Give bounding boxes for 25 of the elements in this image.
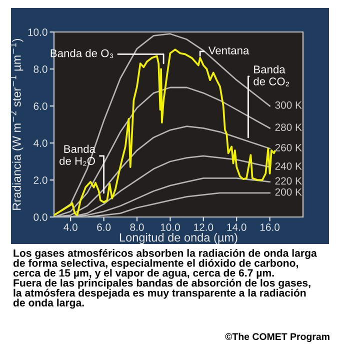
y-axis-title: Rradiancia (W m$^{−2}$ ster$^{−1}$ µm$^{−1}$) (10, 38, 24, 210)
y-tick-label: 6.0 (34, 102, 48, 110)
y-tick-label: 10.0 (28, 28, 48, 36)
series-label: 260 K (275, 144, 302, 152)
annotation: Ventana (208, 46, 250, 54)
x-tick-label: 6.0 (97, 224, 111, 231)
series-label: 300 K (275, 101, 302, 109)
series-label: 220 K (275, 177, 302, 185)
series-label: 280 K (275, 124, 302, 131)
series-label: 200 K (275, 188, 302, 196)
text: Los gases atmosféricos absorben la radiación de onda larga de forma selectiva, especialmente el dióxido de carbono, cerca de 15 µm, y el vapor de agua, cerca de 6.7 µm. Fuera de las principales bandas de absorción de los gases, la atmósfera despejada es muy transparente a la radiación de onda larga. (13, 249, 317, 309)
x-tick-label: 8.0 (130, 224, 144, 231)
x-tick-label: 4.0 (64, 224, 78, 231)
x-tick-label: 14.0 (227, 224, 246, 231)
y-tick-label: 2.0 (34, 176, 48, 184)
x-tick-label: 10.0 (160, 224, 180, 231)
y-tick-label: 8.0 (34, 66, 48, 73)
y-tick-label: 4.0 (34, 140, 48, 147)
text: ©The COMET Program (225, 332, 330, 342)
x-tick-label: 12.0 (194, 224, 214, 231)
series-label: 240 K (275, 162, 302, 170)
y-tick-label: 0.0 (34, 214, 48, 221)
x-tick-label: 16.0 (260, 224, 280, 231)
x-axis-title: Longitud de onda (µm) (120, 232, 238, 244)
annotation: Banda de CO₂ (254, 65, 290, 86)
